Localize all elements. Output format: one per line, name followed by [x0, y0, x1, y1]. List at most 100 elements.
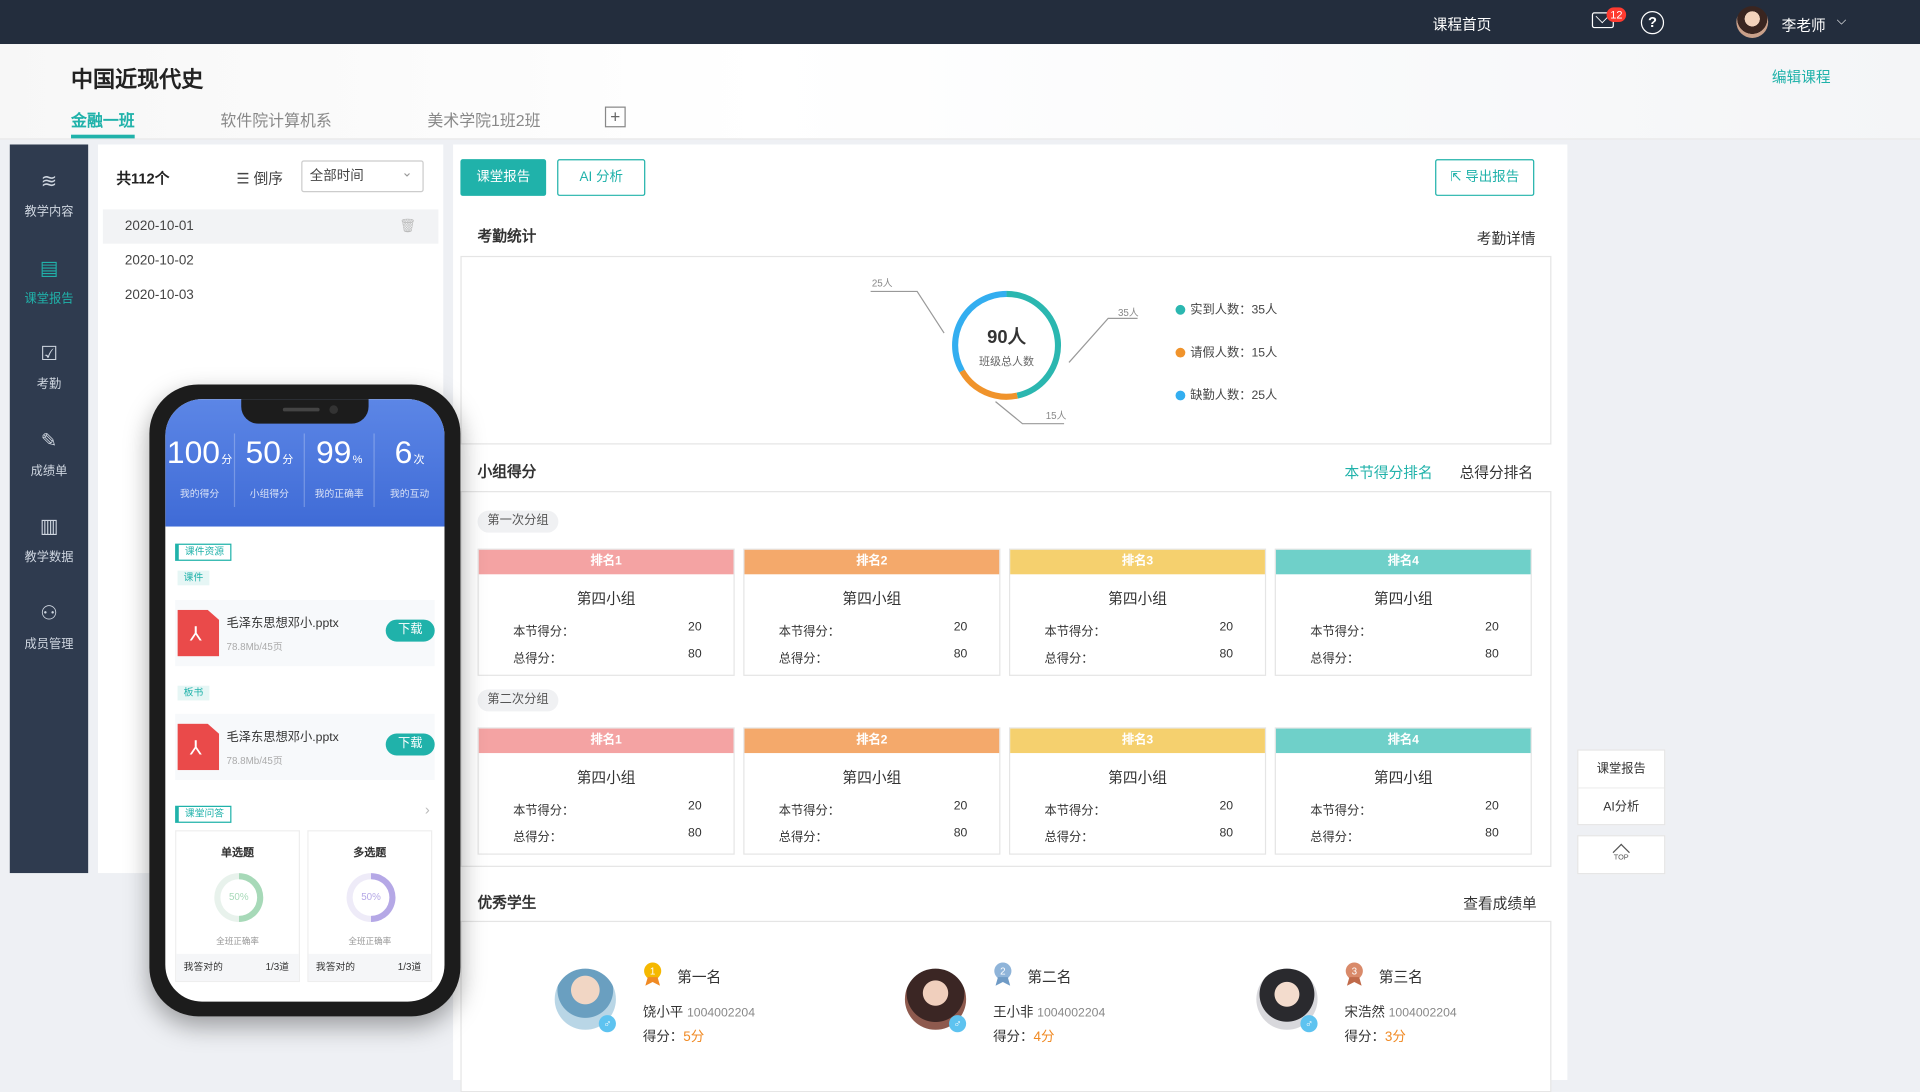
sort-order-label: 倒序: [253, 170, 284, 188]
float-ai-analysis-link[interactable]: AI分析: [1603, 800, 1640, 815]
rank-card: 排名4 第四小组 本节得分： 20 总得分： 80: [1274, 727, 1532, 855]
score-label: 得分：: [642, 1029, 684, 1045]
sidebar-item-transcript[interactable]: ✎ 成绩单: [10, 431, 88, 479]
total-score-label: 总得分：: [778, 831, 828, 845]
chevron-down-icon[interactable]: ⌵: [1836, 14, 1847, 29]
absent-count-label: 25人: [871, 277, 893, 289]
download-button[interactable]: 下载: [385, 619, 435, 642]
layers-icon: ≋: [40, 171, 58, 193]
current-score-value: 20: [1485, 620, 1499, 635]
rank-card-header: 排名3: [1010, 728, 1265, 754]
pdf-file-icon: [177, 723, 220, 771]
student-rank: 第三名: [1378, 968, 1423, 986]
total-score-label: 总得分：: [513, 831, 563, 845]
legend-present: 实到人数：35人: [1175, 299, 1277, 317]
top-bar: 课程首页 12 ? 李老师 ⌵: [0, 0, 1920, 45]
student-card-2[interactable]: ♂ 2 第二名 王小非 1004002204 得分：4分: [904, 962, 1223, 1091]
student-card-3[interactable]: ♂ 3 第三名 宋浩然 1004002204 得分：3分: [1256, 962, 1574, 1091]
group-score-box: 第一次分组 第二次分组 排名1 第四小组 本节得分： 20 总得分： 80 排名2 第四小组本…: [460, 491, 1552, 867]
sort-order-toggle[interactable]: ☰ 倒序: [236, 168, 283, 189]
rank-card-header: 排名2: [744, 728, 1000, 754]
float-class-report-link[interactable]: 课堂报告: [1578, 751, 1665, 789]
avatar[interactable]: [1736, 6, 1769, 38]
rank-card-group: 第四小组: [1373, 768, 1433, 787]
export-icon: ⇱: [1450, 170, 1466, 185]
quiz-title: 单选题: [221, 846, 255, 859]
sidebar-item-attendance[interactable]: ☑ 考勤: [10, 344, 88, 392]
back-to-top-button[interactable]: TOP: [1577, 835, 1666, 875]
tab-total-score-rank[interactable]: 总得分排名: [1459, 464, 1534, 482]
current-score-value: 20: [1485, 799, 1499, 814]
male-icon: ♂: [598, 1015, 616, 1033]
list-item[interactable]: 2020-10-02: [103, 244, 439, 278]
current-score-value: 20: [1219, 620, 1234, 635]
user-name[interactable]: 李老师: [1781, 17, 1826, 35]
edit-course-link[interactable]: 编辑课程: [1771, 68, 1831, 86]
floating-nav: 课堂报告 AI分析: [1577, 749, 1666, 826]
view-transcript-link[interactable]: 查看成绩单: [1463, 895, 1537, 913]
gold-medal-icon: 1: [644, 962, 662, 986]
sidebar-item-class-report[interactable]: ▤ 课堂报告: [10, 258, 88, 306]
total-score-value: 80: [688, 647, 702, 662]
rank-card-header: 排名4: [1275, 728, 1531, 754]
rank-card-current: 本节得分： 20: [779, 621, 968, 639]
tab-class-1[interactable]: 金融一班: [71, 111, 135, 130]
class-report-button[interactable]: 课堂报告: [460, 159, 547, 196]
courseware-resources-tag: 课件资源: [175, 543, 232, 561]
student-rank: 第二名: [1027, 968, 1072, 986]
tab-class-3[interactable]: 美术学院1班2班: [427, 111, 541, 130]
list-item[interactable]: 2020-10-03: [103, 278, 439, 312]
course-home-link[interactable]: 课程首页: [1432, 15, 1492, 34]
sidebar-item-members[interactable]: ⚇ 成员管理: [10, 604, 88, 652]
stat-label: 我的得分: [180, 488, 220, 500]
rank-card-total: 总得分： 80: [779, 827, 968, 845]
student-name-text: 王小非: [993, 1005, 1034, 1021]
accuracy-percent: 50%: [352, 879, 390, 916]
course-title: 中国近现代史: [71, 67, 204, 92]
add-class-button[interactable]: +: [604, 106, 626, 128]
sidebar-item-label: 课堂报告: [24, 292, 74, 307]
sidebar-item-teaching-data[interactable]: ▥ 教学数据: [10, 517, 88, 565]
ai-analysis-button[interactable]: AI 分析: [557, 159, 646, 196]
current-score-value: 20: [953, 620, 968, 635]
tab-class-2[interactable]: 软件院计算机系: [220, 111, 332, 130]
student-name: 王小非 1004002204: [993, 1002, 1105, 1022]
total-score-value: 80: [953, 647, 968, 662]
attendance-detail-link[interactable]: 考勤详情: [1476, 230, 1536, 248]
attendance-box: 25人 35人 15人 90人 班级总人数 实到人数：35人 请假人数：15人 …: [460, 255, 1552, 445]
total-score-label: 总得分：: [778, 652, 828, 667]
phone-mockup: 100分 我的得分 50分 小组得分 99% 我的正确率 6次 我的互动 课件资源 课件…: [149, 384, 461, 1017]
student-name: 饶小平 1004002204: [643, 1002, 755, 1022]
rank-card: 排名3 第四小组 本节得分： 20 总得分： 80: [1008, 548, 1267, 676]
student-card-1[interactable]: ♂ 1 第一名 饶小平 1004002204 得分：5分: [554, 962, 873, 1091]
tab-current-score-rank[interactable]: 本节得分排名: [1344, 464, 1433, 482]
stat-value: 50: [245, 433, 281, 471]
file-item[interactable]: 毛泽东思想邓小.pptx 78.8Mb/45页 下载: [175, 600, 435, 667]
rank-card: 排名3 第四小组 本节得分： 20 总得分： 80: [1008, 727, 1267, 855]
file-item[interactable]: 毛泽东思想邓小.pptx 78.8Mb/45页 下载: [175, 713, 435, 781]
course-header: 中国近现代史 编辑课程 金融一班 软件院计算机系 美术学院1班2班 +: [0, 44, 1920, 140]
list-item[interactable]: 2020-10-01 🗑: [102, 209, 439, 244]
student-id: 1004002204: [1037, 1006, 1106, 1021]
time-filter-select[interactable]: 全部时间: [301, 158, 424, 193]
score-label: 得分：: [1344, 1029, 1385, 1045]
total-score-value: 80: [688, 826, 702, 841]
rank-card: 排名4 第四小组 本节得分： 20 总得分： 80: [1274, 548, 1532, 676]
rank-card-total: 总得分： 80: [513, 827, 702, 845]
trash-icon[interactable]: 🗑: [399, 219, 417, 234]
download-button[interactable]: 下载: [385, 733, 435, 756]
top-students-title: 优秀学生: [477, 893, 537, 912]
single-choice-card[interactable]: 单选题 50% 全班正确率 我答对的 1/3道: [175, 830, 301, 983]
stat-unit: 分: [282, 453, 294, 466]
sidebar-item-label: 教学数据: [24, 551, 74, 565]
help-icon[interactable]: ?: [1640, 11, 1665, 35]
round-1-label: 第一次分组: [477, 510, 559, 533]
present-count-label: 35人: [1117, 307, 1139, 319]
chevron-right-icon[interactable]: ›: [424, 800, 430, 818]
stat-label: 我的互动: [390, 488, 430, 500]
current-score-label: 本节得分：: [1310, 804, 1372, 818]
multi-choice-card[interactable]: 多选题 50% 全班正确率 我答对的 1/3道: [307, 830, 433, 983]
export-report-button[interactable]: ⇱ 导出报告: [1435, 159, 1535, 196]
sidebar-item-teaching-content[interactable]: ≋ 教学内容: [10, 171, 88, 219]
stat-unit: %: [352, 453, 363, 466]
